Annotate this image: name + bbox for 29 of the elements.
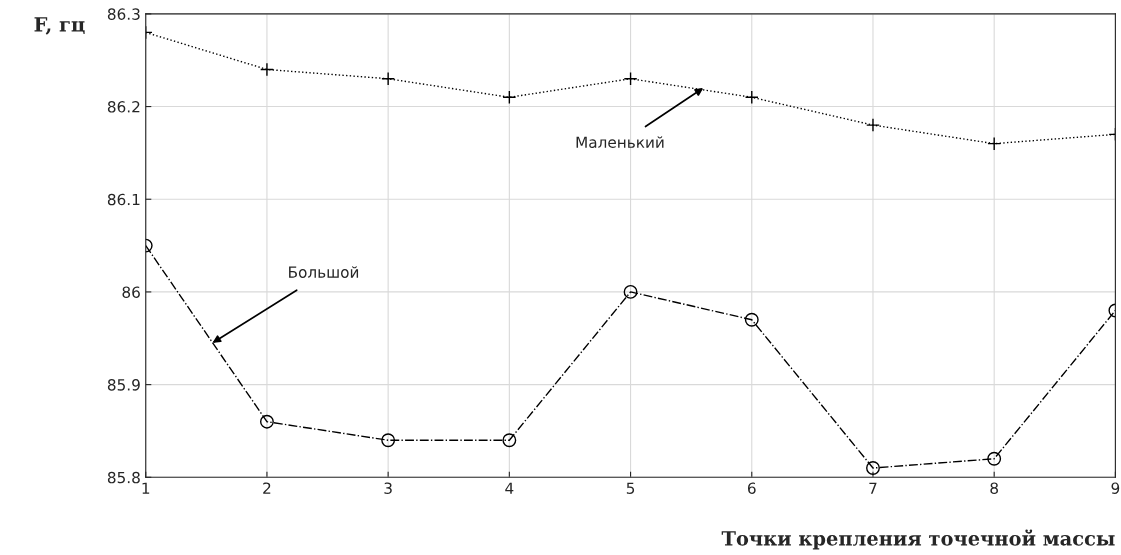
y-axis-title: F, гц <box>34 17 85 35</box>
y-tick-label: 86 <box>122 286 140 298</box>
point <box>744 312 759 327</box>
x-tick-label: 1 <box>142 482 150 494</box>
y-tick-label: 86.3 <box>107 8 140 20</box>
x-axis-title: Точки крепления точечной массы <box>721 529 1115 550</box>
x-tick-label: 3 <box>384 482 392 494</box>
point <box>623 284 638 299</box>
y-tick-label: 85.9 <box>107 379 140 391</box>
y-tick-label: 86.2 <box>107 101 140 113</box>
point <box>259 62 274 77</box>
x-tick-label: 9 <box>1111 482 1120 494</box>
x-tick-label: 8 <box>990 482 998 494</box>
point <box>502 90 517 105</box>
point <box>987 451 1002 466</box>
y-tick-label: 85.8 <box>107 471 140 484</box>
point <box>381 433 396 448</box>
x-tick-label: 6 <box>747 482 756 494</box>
annotation: Большой <box>289 266 359 278</box>
y-tick-label: 86.1 <box>107 193 140 206</box>
x-tick-label: 2 <box>263 482 271 494</box>
x-tick-label: 5 <box>626 482 635 494</box>
point <box>866 461 880 475</box>
x-tick-label: 7 <box>869 482 877 494</box>
point <box>502 433 517 448</box>
point <box>623 71 638 86</box>
point <box>259 414 274 429</box>
annotation: Маленький <box>576 136 664 149</box>
x-tick-label: 4 <box>505 482 514 494</box>
